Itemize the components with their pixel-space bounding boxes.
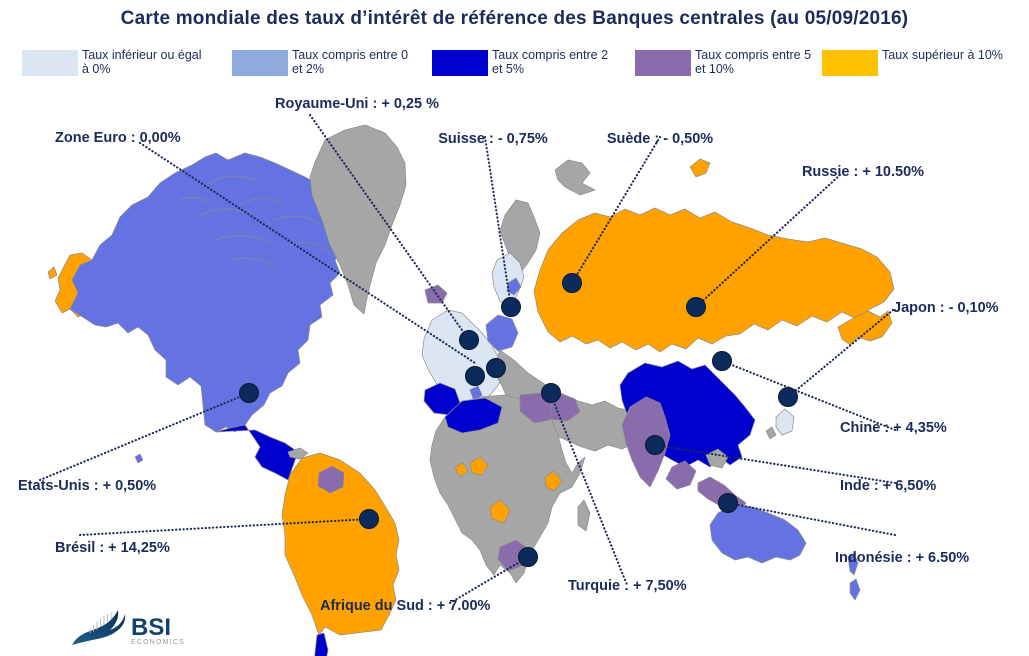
svg-text:ECONOMICS: ECONOMICS — [131, 639, 185, 646]
svg-text:BSI: BSI — [131, 614, 171, 641]
